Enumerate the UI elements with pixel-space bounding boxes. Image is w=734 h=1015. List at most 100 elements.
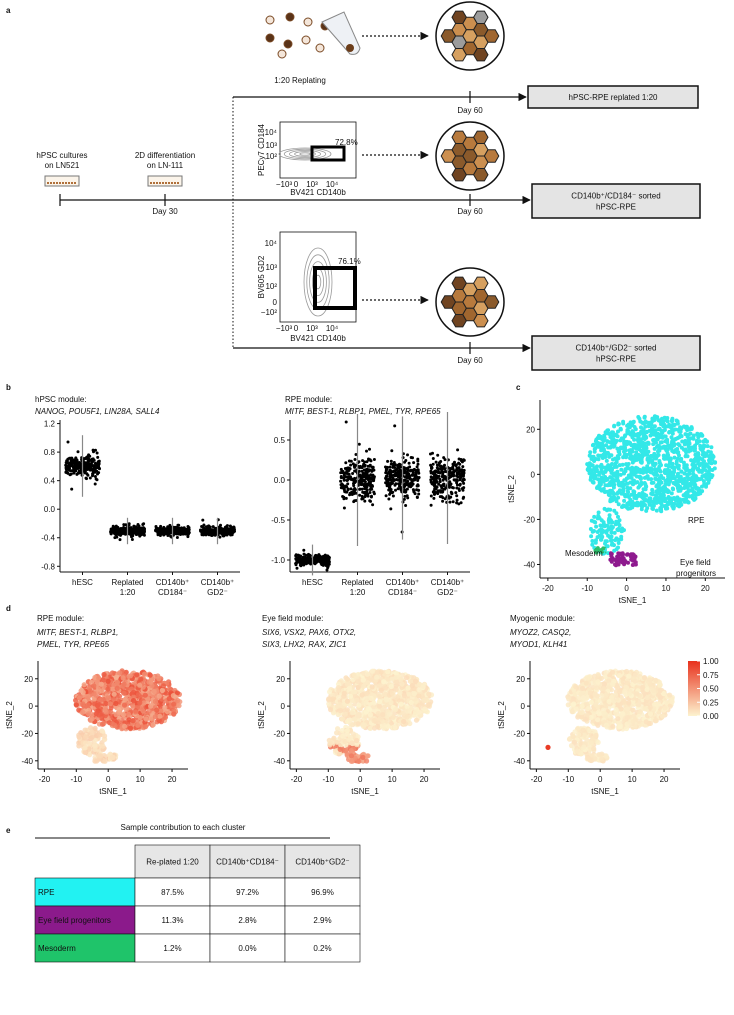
flow-gate (310, 145, 346, 162)
cell-point (676, 488, 681, 493)
cell-point (349, 463, 353, 467)
cell-point (616, 557, 621, 562)
cell-point (695, 486, 700, 491)
cell-point (405, 476, 409, 480)
cell-point (631, 558, 635, 563)
cell-point (370, 487, 374, 491)
cell-point (708, 453, 713, 458)
cell-point (614, 460, 619, 464)
cell-point (626, 430, 631, 435)
cell-point (639, 425, 643, 430)
cell-point (628, 506, 633, 511)
cell-point (187, 530, 191, 534)
cell-point (342, 506, 346, 510)
cell-point (611, 457, 615, 462)
cell-point (365, 467, 369, 471)
cell-point (413, 475, 417, 479)
cell-point (623, 494, 628, 499)
cell-point (176, 530, 180, 534)
cell-point (455, 494, 459, 498)
cell-point (639, 459, 644, 464)
cell-point (659, 419, 664, 424)
cell-point (656, 490, 661, 495)
cell-point (462, 486, 466, 490)
cell-point (691, 492, 696, 497)
cell-point (606, 527, 611, 532)
cell-point (643, 434, 648, 439)
x-tick-label: CD184⁻ (158, 588, 187, 597)
cell-point (664, 488, 669, 493)
cell-point (671, 481, 676, 485)
cell-point (140, 708, 146, 714)
start-label: on LN521 (45, 161, 80, 170)
cell-point (393, 483, 397, 487)
cell-point (127, 523, 131, 527)
cell-point (661, 476, 666, 481)
cell-point (638, 440, 643, 445)
cell-point (632, 502, 637, 507)
cell-point (459, 501, 463, 505)
cell-point (608, 440, 613, 445)
cell-point (628, 486, 633, 491)
cell-point (653, 414, 658, 419)
cell-point (73, 702, 79, 708)
tsne-points (585, 414, 718, 568)
x-tick-label: 0 (106, 775, 111, 784)
cell-point (639, 507, 644, 512)
module-title: RPE module: (37, 614, 84, 623)
cell-point (107, 701, 113, 707)
flow-y-tick: 0 (273, 298, 278, 307)
cell-point (595, 547, 600, 552)
cell-point (95, 478, 99, 482)
cell-point (411, 469, 415, 473)
cell-point (671, 465, 676, 470)
cell-point (384, 494, 388, 498)
cell-point (433, 492, 436, 496)
cell-point (433, 480, 437, 484)
cell-point (85, 711, 92, 717)
cell-point (684, 468, 689, 473)
cell-point (687, 440, 692, 445)
cell-point (601, 452, 606, 457)
x-tick-label: CD184⁻ (388, 588, 417, 597)
cell-point (615, 527, 620, 532)
cell-point (447, 496, 451, 500)
module-genes: MITF, BEST-1, RLBP1, PMEL, TYR, RPE65 (285, 407, 441, 416)
cell-point (416, 469, 420, 473)
cell-point (64, 463, 68, 467)
cell-point (601, 486, 606, 491)
cell-point (609, 530, 614, 535)
cell-point (600, 528, 605, 533)
cell-point (672, 455, 677, 460)
cell-point (618, 426, 623, 431)
cell-point (441, 483, 445, 487)
cell (315, 43, 325, 53)
cell-point (625, 439, 629, 444)
cell-point (444, 486, 448, 490)
cell-point (402, 484, 406, 487)
cell-point (433, 487, 437, 490)
x-tick-label: 10 (136, 775, 145, 784)
cell-point (94, 466, 98, 470)
rpe-cell (473, 130, 489, 144)
cell-point (220, 530, 224, 534)
cell-point (444, 470, 448, 473)
cell-point (621, 552, 625, 557)
cell-point (695, 467, 700, 472)
cell-point (364, 493, 368, 497)
cell-point (675, 495, 680, 500)
cell-point (429, 478, 433, 482)
cell-point (113, 700, 119, 707)
cell-point (676, 471, 680, 476)
cell-point (70, 456, 74, 460)
cell-point (455, 481, 459, 485)
cell-point (585, 462, 590, 467)
cell-point (615, 475, 620, 480)
cell-point (105, 686, 111, 692)
cell-point (370, 465, 374, 469)
cell-point (131, 532, 135, 535)
cell-point (585, 467, 590, 472)
x-tick-label: -10 (581, 584, 593, 593)
cell-point (341, 471, 344, 475)
cell-point (223, 532, 227, 535)
